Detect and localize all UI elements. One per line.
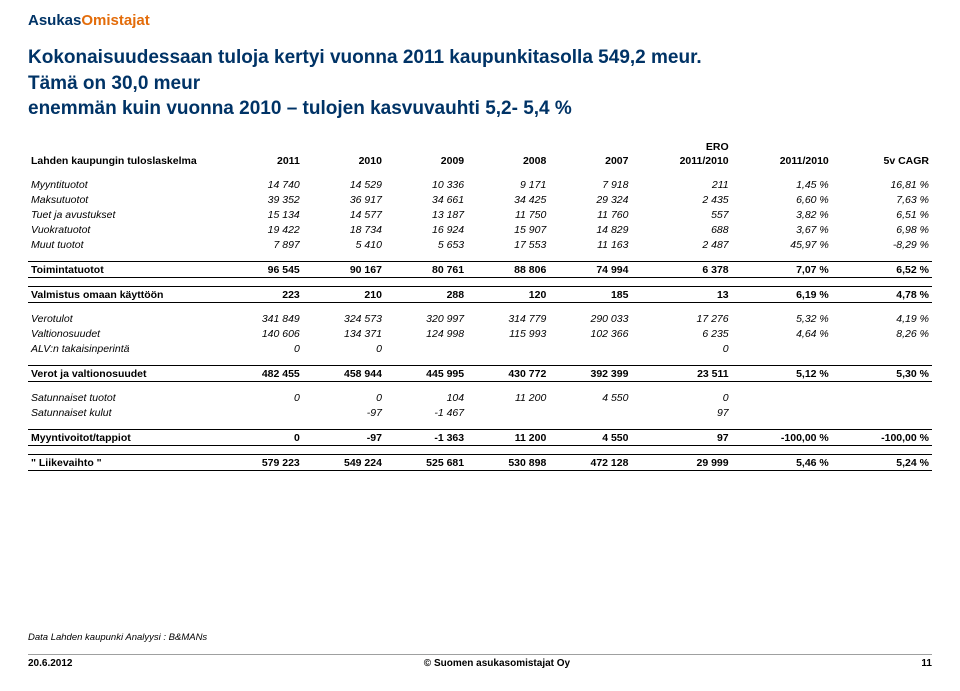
- table-row: Valmistus omaan käyttöön 223210288120185…: [28, 287, 932, 303]
- hdr-c6: 2011/2010: [631, 153, 731, 169]
- row-label: " Liikevaihto ": [28, 455, 221, 471]
- hdr-c0: Lahden kaupungin tuloslaskelma: [28, 153, 221, 169]
- hdr-c2: 2010: [303, 153, 385, 169]
- headline-line3: enemmän kuin vuonna 2010 – tulojen kasvu…: [28, 96, 932, 122]
- table-row: Myyntituotot 14 74014 52910 3369 1717 91…: [28, 178, 932, 193]
- row-label: Vuokratuotot: [28, 223, 221, 238]
- table-row: Maksutuotot 39 35236 91734 66134 42529 3…: [28, 193, 932, 208]
- brand: AsukasOmistajat: [28, 12, 932, 29]
- hdr-c4: 2008: [467, 153, 549, 169]
- brand-part1: Asukas: [28, 12, 81, 29]
- header-row: Lahden kaupungin tuloslaskelma 2011 2010…: [28, 153, 932, 169]
- table-row: Muut tuotot 7 8975 4105 65317 55311 1632…: [28, 238, 932, 253]
- financial-table: ERO Lahden kaupungin tuloslaskelma 2011 …: [28, 140, 932, 472]
- table-row: Toimintatuotot 96 54590 16780 76188 8067…: [28, 262, 932, 278]
- headline: Kokonaisuudessaan tuloja kertyi vuonna 2…: [28, 45, 932, 122]
- brand-part2: Omistajat: [81, 12, 149, 29]
- row-label: Verotulot: [28, 312, 221, 327]
- headline-line1: Kokonaisuudessaan tuloja kertyi vuonna 2…: [28, 45, 932, 71]
- row-label: Toimintatuotot: [28, 262, 221, 278]
- hdr-c1: 2011: [221, 153, 303, 169]
- headline-line2: Tämä on 30,0 meur: [28, 71, 932, 97]
- footer: 20.6.2012 © Suomen asukasomistajat Oy 11: [28, 654, 932, 669]
- hdr-c5: 2007: [549, 153, 631, 169]
- row-label: Myyntivoitot/tappiot: [28, 430, 221, 446]
- table-row: Satunnaiset tuotot 0010411 2004 5500: [28, 391, 932, 406]
- row-label: Valmistus omaan käyttöön: [28, 287, 221, 303]
- hdr-c7: 2011/2010: [732, 153, 832, 169]
- table-row: Myyntivoitot/tappiot 0-97-1 36311 2004 5…: [28, 430, 932, 446]
- table-row: " Liikevaihto " 579 223549 224525 681530…: [28, 455, 932, 471]
- hdr-c3: 2009: [385, 153, 467, 169]
- hdr-c8: 5v CAGR: [832, 153, 932, 169]
- table-row: Verot ja valtionosuudet 482 455458 94444…: [28, 366, 932, 382]
- row-label: Satunnaiset tuotot: [28, 391, 221, 406]
- table-row: Vuokratuotot 19 42218 73416 92415 90714 …: [28, 223, 932, 238]
- footer-page-number: 11: [921, 658, 932, 669]
- row-label: Satunnaiset kulut: [28, 406, 221, 421]
- footer-copyright: © Suomen asukasomistajat Oy: [73, 658, 922, 669]
- row-label: Muut tuotot: [28, 238, 221, 253]
- table-row: Tuet ja avustukset 15 13414 57713 18711 …: [28, 208, 932, 223]
- row-label: Verot ja valtionosuudet: [28, 366, 221, 382]
- row-label: Myyntituotot: [28, 178, 221, 193]
- ero-label: ERO: [631, 140, 731, 154]
- table-row: Valtionosuudet 140 606134 371124 998115 …: [28, 327, 932, 342]
- row-label: Tuet ja avustukset: [28, 208, 221, 223]
- table-row: Satunnaiset kulut -97-1 46797: [28, 406, 932, 421]
- table-row: ALV:n takaisinperintä 000: [28, 342, 932, 357]
- row-label: Maksutuotot: [28, 193, 221, 208]
- footer-date: 20.6.2012: [28, 658, 73, 669]
- row-label: Valtionosuudet: [28, 327, 221, 342]
- table-row: Verotulot 341 849324 573320 997314 77929…: [28, 312, 932, 327]
- data-source-note: Data Lahden kaupunki Analyysi : B&MANs: [28, 632, 207, 643]
- ero-row: ERO: [28, 140, 932, 154]
- row-label: ALV:n takaisinperintä: [28, 342, 221, 357]
